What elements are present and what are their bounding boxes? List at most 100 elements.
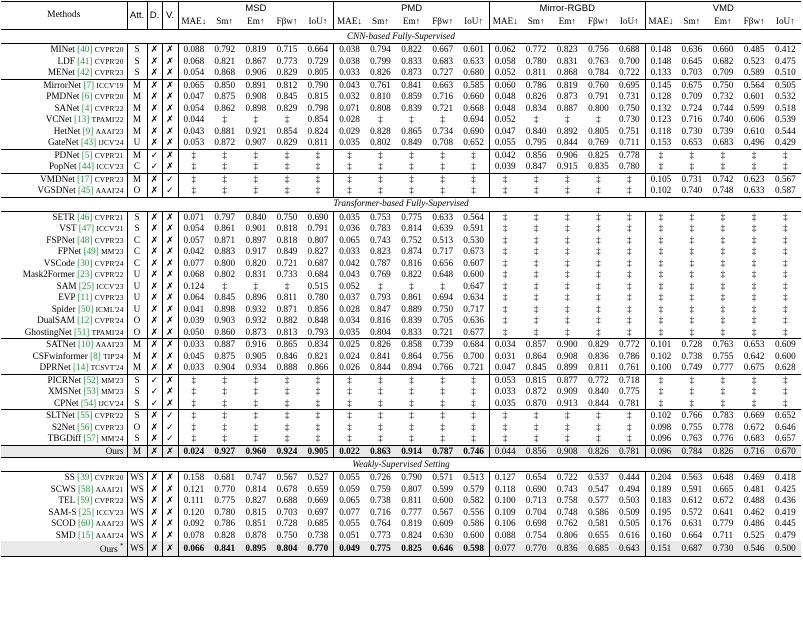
value-cell: 0.749 (681, 362, 703, 372)
method-citation-link[interactable]: [57] (83, 433, 99, 443)
metric-header-em: Em↑ (551, 15, 583, 30)
value-cell: 0.048 (488, 91, 521, 103)
method-citation-link[interactable]: [55] (77, 410, 93, 421)
value-cell: 0.039 (177, 315, 210, 327)
value-cell: 0.815 (245, 506, 267, 517)
value-cell: 0.645 (681, 55, 703, 66)
depth-cell: ✗ (146, 67, 162, 79)
method-citation-link[interactable]: [5] (81, 149, 93, 160)
method-cell: PopNet [44] ICCV'23 (1, 161, 127, 173)
value-cell: 0.660 (463, 91, 484, 101)
depth-cell: ✗ (146, 421, 162, 433)
method-venue: CVPR'23 (94, 293, 124, 302)
value-cell: 0.623 (738, 172, 770, 185)
na-cell: ‡ (315, 161, 321, 171)
method-citation-link[interactable]: [43] (80, 137, 97, 147)
value-cell: 0.607 (463, 257, 484, 268)
value-cell: 0.098 (644, 421, 677, 433)
method-citation-link[interactable]: [51] (74, 326, 90, 337)
na-cell: ‡ (689, 397, 695, 408)
value-cell: 0.839 (401, 102, 422, 113)
method-citation-link[interactable]: [47] (78, 223, 95, 233)
method-citation-link[interactable]: [53] (83, 386, 99, 396)
na-cell: ‡ (644, 397, 677, 410)
value-cell: 0.754 (525, 529, 547, 540)
na-cell: ‡ (315, 433, 321, 443)
na-cell: ‡ (333, 397, 365, 410)
value-cell: 0.158 (177, 471, 210, 484)
method-citation-link[interactable]: [6] (81, 91, 93, 101)
method-citation-link[interactable]: [50] (77, 303, 94, 314)
value-cell: 0.738 (370, 495, 391, 505)
method-citation-link[interactable]: [11] (77, 292, 93, 302)
method-citation-link[interactable]: [9] (82, 125, 94, 136)
depth-cell: ✗ (146, 78, 162, 91)
method-citation-link[interactable]: [12] (77, 315, 93, 325)
method-citation-link[interactable]: [42] (77, 67, 93, 77)
na-cell: ‡ (564, 185, 570, 195)
method-citation-link[interactable]: [8] (90, 350, 101, 361)
method-venue: AAAI'23 (95, 519, 124, 528)
method-citation-link[interactable]: [59] (77, 495, 93, 505)
value-cell: 0.068 (177, 55, 210, 67)
value-cell: 0.041 (177, 303, 210, 315)
method-citation-link[interactable]: [40] (77, 44, 93, 54)
value-cell: 0.053 (488, 373, 521, 386)
value-cell: 0.682 (712, 55, 734, 66)
value-cell: 0.772 (582, 373, 614, 386)
method-citation-link[interactable]: [48] (77, 234, 93, 245)
table-row: SATNet [10] AAAI'23 M ✗ ✗ 0.033 0.887 0.916 0.8… (1, 338, 801, 351)
method-citation-link[interactable]: [54] (80, 397, 97, 408)
value-cell: 0.756 (588, 44, 609, 54)
method-citation-link[interactable]: [39] (77, 472, 93, 482)
na-cell: ‡ (783, 326, 788, 337)
value-cell: 0.068 (177, 269, 210, 281)
value-cell: 0.871 (276, 303, 298, 314)
value-cell: 0.897 (245, 234, 267, 245)
method-citation-link[interactable]: [15] (77, 529, 94, 540)
na-cell: ‡ (644, 386, 677, 398)
method-citation-link[interactable]: [4] (81, 102, 93, 113)
value-cell: 0.039 (488, 161, 521, 173)
method-citation-link[interactable]: [25] (78, 280, 95, 291)
method-citation-link[interactable]: [46] (77, 211, 93, 222)
method-citation-link[interactable]: [25] (78, 506, 95, 517)
video-cell: ✗ (161, 211, 178, 223)
method-citation-link[interactable]: [45] (77, 185, 94, 195)
method-cell: SLTNet [55] CVPR'22 (1, 409, 127, 422)
value-cell: 0.049 (333, 541, 365, 557)
method-citation-link[interactable]: [44] (78, 161, 95, 171)
method-citation-link[interactable]: [10] (77, 339, 94, 350)
method-citation-link[interactable]: [14] (72, 362, 89, 372)
depth-cell: ✗ (146, 409, 162, 422)
na-cell: ‡ (596, 315, 601, 325)
na-cell: ‡ (720, 211, 726, 222)
na-cell: ‡ (488, 303, 521, 315)
method-citation-link[interactable]: [58] (77, 483, 94, 494)
value-cell: 0.721 (432, 326, 454, 337)
value-cell: 0.917 (245, 246, 267, 256)
value-cell: 0.753 (370, 211, 391, 222)
method-citation-link[interactable]: [60] (77, 518, 94, 528)
method-citation-link[interactable]: [56] (77, 421, 93, 432)
value-cell: 0.762 (556, 518, 578, 528)
value-cell: 0.429 (775, 137, 796, 147)
method-citation-link[interactable]: [23] (77, 269, 93, 279)
value-cell: 0.819 (551, 78, 583, 91)
section-title: Transformer-based Fully-Supervised (1, 196, 801, 212)
method-citation-link[interactable]: [7] (83, 79, 95, 90)
value-cell: 0.763 (588, 55, 609, 66)
method-name: Ours (99, 544, 118, 555)
value-cell: 0.047 (488, 125, 521, 137)
na-cell: ‡ (488, 409, 521, 422)
na-cell: ‡ (644, 246, 677, 258)
method-citation-link[interactable]: [49] (83, 246, 99, 256)
na-cell: ‡ (458, 172, 490, 185)
method-citation-link[interactable]: [41] (77, 55, 93, 66)
method-citation-link[interactable]: [52] (83, 374, 99, 385)
method-citation-link[interactable]: [30] (77, 257, 93, 268)
method-citation-link[interactable]: [17] (77, 173, 93, 184)
method-citation-link[interactable]: [13] (74, 114, 90, 124)
value-cell: 0.708 (432, 137, 454, 147)
video-cell: ✗ (161, 338, 178, 351)
